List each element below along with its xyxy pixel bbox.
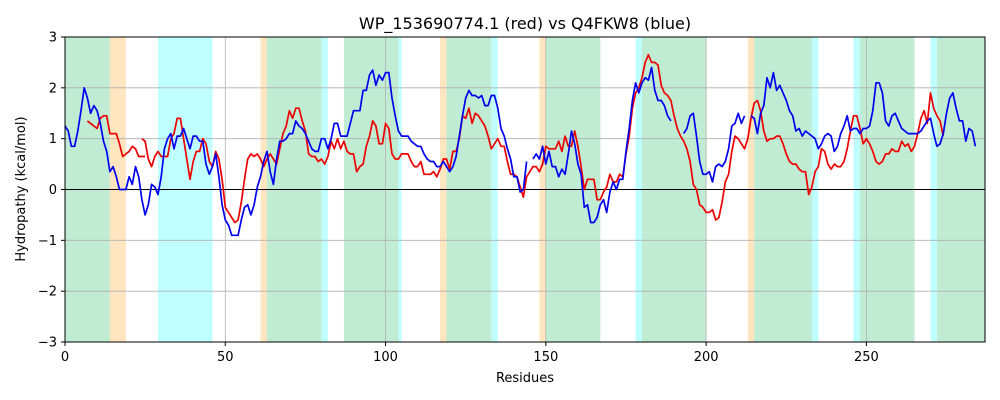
chart-title: WP_153690774.1 (red) vs Q4FKW8 (blue): [359, 14, 691, 34]
red-series-segment-0: [86, 114, 146, 158]
y-tick-label-2: 2: [49, 81, 57, 96]
blue-series-segment-0: [64, 69, 528, 237]
x-tick-label-250: 250: [854, 350, 879, 365]
y-tick-label-3: 3: [49, 31, 57, 46]
y-tick-label-1: 1: [49, 132, 57, 147]
series-lines: [64, 53, 977, 237]
x-axis-label: Residues: [496, 371, 554, 386]
axis-ticks: 0 50 100 150 200 250 −3 −2 −1 0 1 2 3: [38, 31, 879, 366]
blue-series-segment-1: [532, 66, 672, 224]
x-tick-label-0: 0: [61, 350, 69, 365]
y-tick-label--1: −1: [38, 234, 57, 249]
blue-series-segment-2: [682, 112, 746, 183]
y-tick-label-0: 0: [49, 183, 57, 198]
y-tick-label--3: −3: [38, 336, 57, 351]
x-tick-label-50: 50: [217, 350, 234, 365]
blue-series-segment-3: [750, 71, 977, 153]
x-tick-label-150: 150: [533, 350, 558, 365]
x-tick-label-200: 200: [694, 350, 719, 365]
y-axis-label: Hydropathy (kcal/mol): [14, 116, 29, 261]
x-tick-label-100: 100: [373, 350, 398, 365]
y-tick-label--2: −2: [38, 285, 57, 300]
